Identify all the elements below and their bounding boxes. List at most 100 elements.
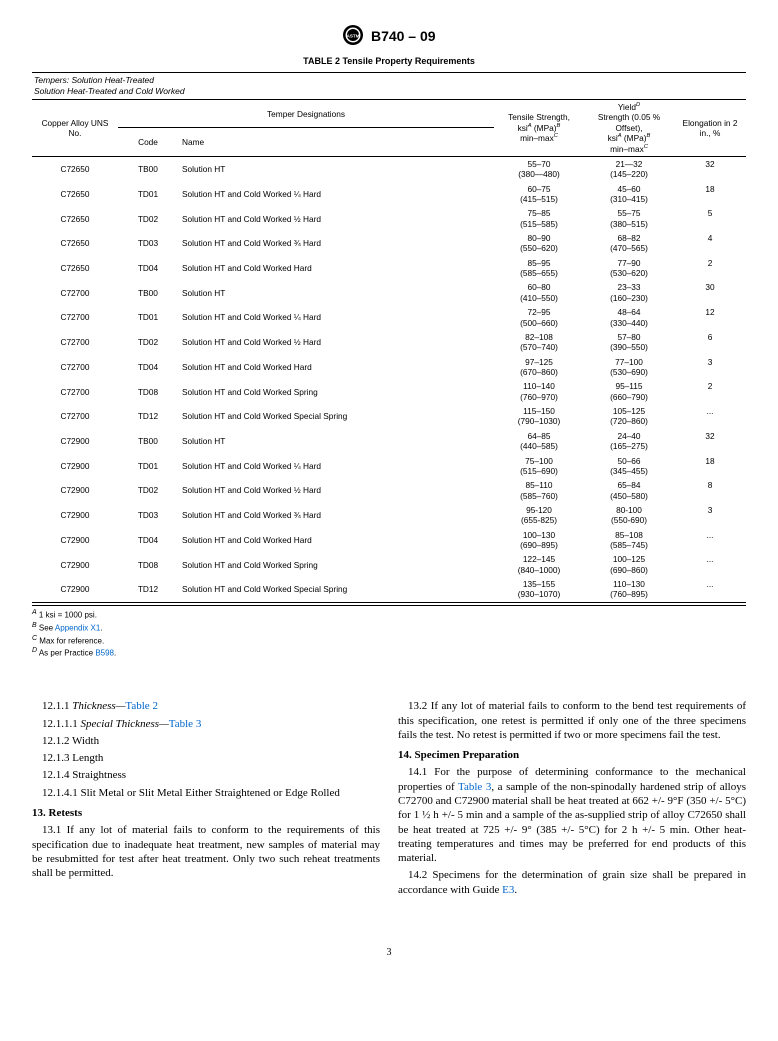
table3-link[interactable]: Table 3 xyxy=(169,718,202,730)
body-text: 12.1.1 Thickness—Table 2 12.1.1.1 Specia… xyxy=(32,699,746,897)
cell-name: Solution HT xyxy=(178,156,494,181)
item-12-1-1: 12.1.1 Thickness—Table 2 xyxy=(32,699,380,713)
cell-name: Solution HT and Cold Worked Special Spri… xyxy=(178,577,494,602)
table-row: C72900TB00Solution HT64–85(440–585)24–40… xyxy=(32,429,746,454)
cell-yield: 77–90(530–620) xyxy=(584,256,674,281)
cell-elongation: 2 xyxy=(674,256,746,281)
cell-elongation: 2 xyxy=(674,379,746,404)
document-id: B740 – 09 xyxy=(371,28,436,44)
cell-yield: 68–82(470–565) xyxy=(584,231,674,256)
cell-name: Solution HT and Cold Worked ¼ Hard xyxy=(178,182,494,207)
cell-yield: 80-100(550-690) xyxy=(584,503,674,528)
cell-code: TD08 xyxy=(118,379,178,404)
col-yield: YieldD Strength (0.05 % Offset), ksiA (M… xyxy=(584,100,674,156)
cell-yield: 24–40(165–275) xyxy=(584,429,674,454)
cell-alloy: C72900 xyxy=(32,552,118,577)
cell-elongation: 5 xyxy=(674,206,746,231)
cell-code: TD02 xyxy=(118,478,178,503)
cell-tensile: 80–90(550–620) xyxy=(494,231,584,256)
cell-tensile: 85–95(585–655) xyxy=(494,256,584,281)
cell-tensile: 72–95(500–660) xyxy=(494,305,584,330)
cell-elongation: 6 xyxy=(674,330,746,355)
table-row: C72700TD02Solution HT and Cold Worked ½ … xyxy=(32,330,746,355)
cell-tensile: 85–110(585–760) xyxy=(494,478,584,503)
cell-elongation: 4 xyxy=(674,231,746,256)
cell-alloy: C72650 xyxy=(32,231,118,256)
section-14-2: 14.2 Specimens for the determination of … xyxy=(398,868,746,897)
cell-yield: 110–130(760–895) xyxy=(584,577,674,602)
cell-name: Solution HT and Cold Worked ¼ Hard xyxy=(178,305,494,330)
cell-alloy: C72650 xyxy=(32,206,118,231)
table-row: C72900TD01Solution HT and Cold Worked ¼ … xyxy=(32,454,746,479)
cell-tensile: 110–140(760–970) xyxy=(494,379,584,404)
table3-link-2[interactable]: Table 3 xyxy=(458,781,491,793)
cell-name: Solution HT and Cold Worked Hard xyxy=(178,256,494,281)
table2-link[interactable]: Table 2 xyxy=(125,700,158,712)
cell-elongation: ... xyxy=(674,577,746,602)
cell-code: TD03 xyxy=(118,503,178,528)
cell-elongation: 8 xyxy=(674,478,746,503)
item-12-1-2: 12.1.2 Width xyxy=(32,734,380,748)
cell-yield: 77–100(530–690) xyxy=(584,355,674,380)
col-elongation: Elongation in 2 in., % xyxy=(674,100,746,156)
cell-alloy: C72700 xyxy=(32,330,118,355)
cell-code: TD08 xyxy=(118,552,178,577)
table-row: C72900TD08Solution HT and Cold Worked Sp… xyxy=(32,552,746,577)
item-12-1-3: 12.1.3 Length xyxy=(32,751,380,765)
col-temper: Temper Designations xyxy=(118,100,494,128)
svg-text:ASTM: ASTM xyxy=(347,34,360,39)
cell-tensile: 75–100(515–690) xyxy=(494,454,584,479)
table-row: C72700TB00Solution HT60–80(410–550)23–33… xyxy=(32,280,746,305)
cell-tensile: 135–155(930–1070) xyxy=(494,577,584,602)
item-12-1-4: 12.1.4 Straightness xyxy=(32,768,380,782)
cell-elongation: 18 xyxy=(674,182,746,207)
cell-tensile: 122–145(840–1000) xyxy=(494,552,584,577)
cell-yield: 65–84(450–580) xyxy=(584,478,674,503)
cell-elongation: 32 xyxy=(674,156,746,181)
cell-elongation: 30 xyxy=(674,280,746,305)
cell-tensile: 95-120(655-825) xyxy=(494,503,584,528)
col-tensile: Tensile Strength, ksiA (MPa)B min–maxC xyxy=(494,100,584,156)
cell-elongation: ... xyxy=(674,404,746,429)
table-row: C72900TD02Solution HT and Cold Worked ½ … xyxy=(32,478,746,503)
guide-e3-link[interactable]: E3 xyxy=(502,884,514,896)
footnote-c: C Max for reference. xyxy=(32,634,746,647)
cell-code: TD04 xyxy=(118,528,178,553)
cell-tensile: 60–75(415–515) xyxy=(494,182,584,207)
table-title: TABLE 2 Tensile Property Requirements xyxy=(32,56,746,66)
footnote-a: A 1 ksi = 1000 psi. xyxy=(32,608,746,621)
cell-name: Solution HT xyxy=(178,280,494,305)
cell-tensile: 75–85(515–585) xyxy=(494,206,584,231)
cell-alloy: C72700 xyxy=(32,404,118,429)
cell-tensile: 97–125(670–860) xyxy=(494,355,584,380)
cell-tensile: 115–150(790–1030) xyxy=(494,404,584,429)
tempers-line1: Solution Heat-Treated xyxy=(69,75,154,85)
cell-elongation: 32 xyxy=(674,429,746,454)
cell-elongation: ... xyxy=(674,528,746,553)
cell-alloy: C72700 xyxy=(32,280,118,305)
cell-code: TB00 xyxy=(118,429,178,454)
cell-tensile: 64–85(440–585) xyxy=(494,429,584,454)
cell-code: TD04 xyxy=(118,355,178,380)
cell-code: TD02 xyxy=(118,206,178,231)
table-row: C72700TD04Solution HT and Cold Worked Ha… xyxy=(32,355,746,380)
cell-alloy: C72700 xyxy=(32,305,118,330)
cell-alloy: C72650 xyxy=(32,256,118,281)
cell-alloy: C72900 xyxy=(32,478,118,503)
table-row: C72700TD01Solution HT and Cold Worked ¼ … xyxy=(32,305,746,330)
cell-yield: 45–60(310–415) xyxy=(584,182,674,207)
cell-code: TD01 xyxy=(118,182,178,207)
table-row: C72900TD04Solution HT and Cold Worked Ha… xyxy=(32,528,746,553)
cell-name: Solution HT and Cold Worked Hard xyxy=(178,528,494,553)
cell-code: TB00 xyxy=(118,280,178,305)
practice-b598-link[interactable]: B598 xyxy=(95,649,114,658)
appendix-link[interactable]: Appendix X1 xyxy=(55,623,100,632)
page-number: 3 xyxy=(32,947,746,958)
cell-code: TD12 xyxy=(118,577,178,602)
table-row: C72650TD01Solution HT and Cold Worked ¼ … xyxy=(32,182,746,207)
cell-yield: 48–64(330–440) xyxy=(584,305,674,330)
table-row: C72650TD03Solution HT and Cold Worked ¾ … xyxy=(32,231,746,256)
cell-alloy: C72900 xyxy=(32,454,118,479)
cell-tensile: 60–80(410–550) xyxy=(494,280,584,305)
cell-alloy: C72650 xyxy=(32,156,118,181)
